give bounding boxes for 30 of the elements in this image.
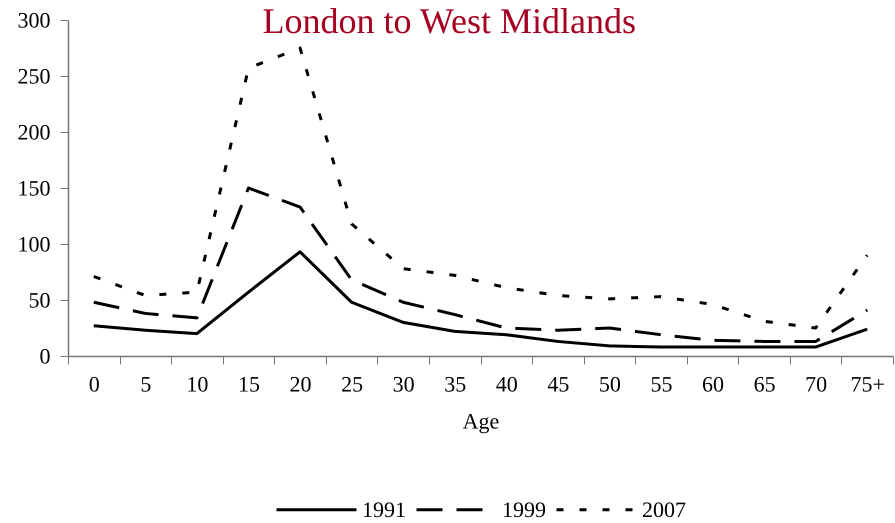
line-series — [92, 186, 869, 343]
x-tick-label: 75+ — [850, 372, 885, 396]
x-tick-label: 0 — [88, 372, 100, 396]
x-tick-label: 50 — [598, 372, 621, 396]
x-tick-label: 60 — [702, 372, 724, 396]
x-tick-label: 20 — [290, 372, 312, 396]
x-tick-label: 25 — [341, 372, 364, 396]
x-tick-label: 10 — [186, 372, 208, 396]
x-tick-label: 30 — [392, 372, 415, 396]
x-tick-label: 70 — [805, 372, 828, 396]
line-series — [92, 250, 869, 349]
y-tick-label: 250 — [18, 64, 50, 88]
y-tick-label: 50 — [28, 288, 50, 312]
legend-label: 2007 — [642, 496, 686, 522]
x-tick-label: 45 — [547, 372, 570, 396]
y-tick-label: 0 — [40, 344, 50, 368]
x-axis-title: Age — [462, 408, 500, 434]
x-tick-label: 5 — [140, 372, 152, 396]
x-tick-label: 15 — [238, 372, 260, 396]
x-tick-label: 40 — [496, 372, 518, 396]
x-tick-label: 55 — [650, 372, 672, 396]
y-tick-label: 100 — [18, 232, 50, 256]
x-tick-label: 65 — [754, 372, 776, 396]
legend-label: 1999 — [502, 496, 546, 522]
y-tick-label: 200 — [18, 120, 50, 144]
chart-title: London to West Midlands — [262, 1, 636, 41]
y-tick-label: 300 — [18, 8, 50, 32]
y-tick-label: 150 — [18, 176, 50, 200]
legend-label: 1991 — [362, 496, 406, 522]
x-tick-label: 35 — [444, 372, 466, 396]
